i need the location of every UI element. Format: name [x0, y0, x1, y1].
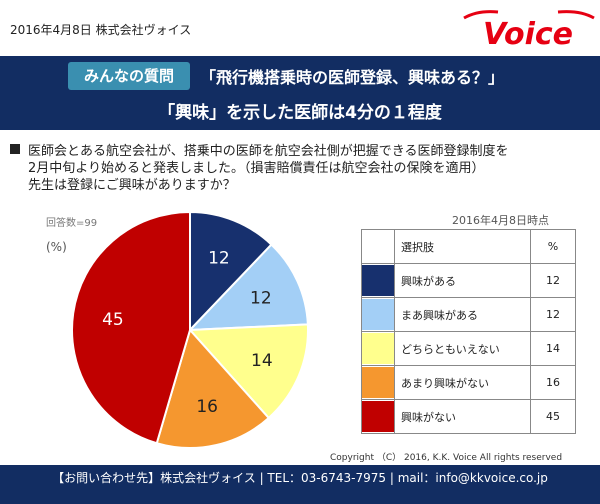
legend-value: 12 — [530, 263, 576, 298]
svg-text:Voice: Voice — [483, 17, 573, 52]
footer-contact: 【お問い合わせ先】株式会社ヴォイス | TEL：03-6743-7975 | m… — [0, 465, 600, 504]
legend-label: あまり興味がない — [394, 365, 531, 400]
body-line-1: 医師会とある航空会社が、搭乗中の医師を航空会社側が把握できる医師登録制度を — [28, 144, 509, 159]
date-company: 2016年4月8日 株式会社ヴォイス — [10, 23, 192, 37]
legend-row: あまり興味がない 16 — [361, 365, 576, 400]
pie-slice — [155, 327, 271, 449]
pie-data-label: 12 — [250, 289, 272, 309]
legend-swatch — [362, 299, 394, 330]
legend-header-row: 選択肢 % — [361, 229, 576, 264]
legend-swatch-cell — [361, 297, 395, 332]
pie-slice — [187, 243, 309, 332]
legend-swatch — [362, 401, 394, 432]
legend-header-option: 選択肢 — [394, 229, 531, 264]
question-label-badge: みんなの質問 — [68, 62, 190, 90]
legend-value: 14 — [530, 331, 576, 366]
legend-swatch — [362, 367, 394, 398]
legend-row: 興味がない 45 — [361, 399, 576, 434]
respondent-count: 回答数=99 — [46, 218, 98, 229]
legend-header-pct: % — [530, 229, 576, 264]
legend-label: 興味がない — [394, 399, 531, 434]
legend-header-blank — [361, 229, 395, 264]
legend-swatch — [362, 265, 394, 296]
legend-label: まあ興味がある — [394, 297, 531, 332]
body-line-2: 2月中旬より始めると発表しました。（損害賠償責任は航空会社の保険を適用） — [28, 161, 485, 176]
legend-label: 興味がある — [394, 263, 531, 298]
pie-data-label: 16 — [196, 397, 218, 417]
pie-slice — [187, 323, 309, 420]
legend-table: 選択肢 % 興味がある 12 まあ興味がある 12 どちらともいえない 14 あまり興味がな… — [361, 229, 576, 434]
legend-swatch-cell — [361, 263, 395, 298]
legend-swatch-cell — [361, 399, 395, 434]
legend-row: 興味がある 12 — [361, 263, 576, 298]
pie-chart: 12 12 14 16 45 — [71, 210, 309, 449]
as-of-date: 2016年4月8日時点 — [452, 214, 549, 227]
question-body: 医師会とある航空会社が、搭乗中の医師を航空会社側が把握できる医師登録制度を 2月… — [28, 143, 588, 194]
bullet-square-icon — [10, 144, 20, 154]
unit-label: (%) — [46, 240, 67, 254]
top-bar: 2016年4月8日 株式会社ヴォイス Voice — [0, 0, 600, 56]
legend-swatch — [362, 333, 394, 364]
legend-value: 16 — [530, 365, 576, 400]
pie-data-label: 14 — [251, 351, 273, 371]
legend-value: 12 — [530, 297, 576, 332]
legend-swatch-cell — [361, 331, 395, 366]
legend-swatch-cell — [361, 365, 395, 400]
pie-slice — [71, 210, 191, 445]
pie-slice — [189, 210, 273, 333]
headline: 「興味」を示した医師は4分の１程度 — [158, 103, 442, 123]
legend-label: どちらともいえない — [394, 331, 531, 366]
copyright: Copyright （C） 2016, K.K. Voice All right… — [330, 453, 563, 463]
voice-logo: Voice — [463, 10, 595, 52]
question-title: 「飛行機搭乗時の医師登録、興味ある？」 — [200, 68, 505, 87]
legend-value: 45 — [530, 399, 576, 434]
pie-data-label: 12 — [208, 249, 230, 269]
legend-row: どちらともいえない 14 — [361, 331, 576, 366]
pie-data-label: 45 — [102, 310, 124, 330]
body-line-3: 先生は登録にご興味がありますか？ — [28, 178, 236, 193]
legend-row: まあ興味がある 12 — [361, 297, 576, 332]
